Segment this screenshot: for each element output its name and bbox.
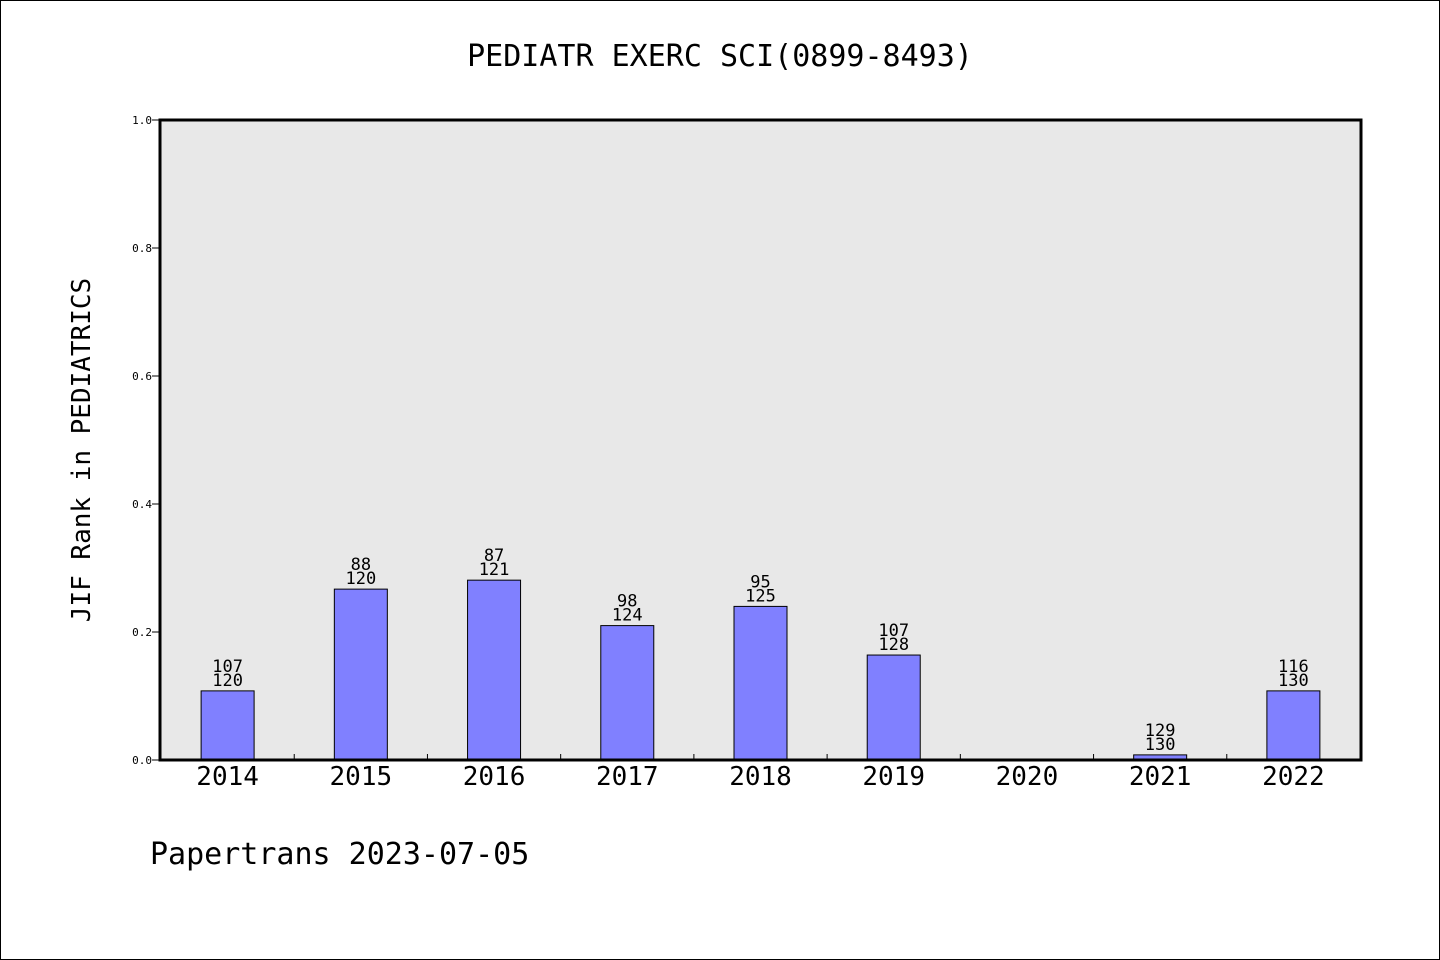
x-tick-labels: 2014 2015 2016 2017 2018 2019 2020 2021 2022: [196, 762, 1324, 792]
x-tick-label-2016: 2016: [463, 762, 526, 792]
bar-2018: [733, 605, 788, 761]
bar-label-total: 130: [1278, 671, 1309, 691]
x-tick-label-2018: 2018: [729, 762, 792, 792]
bars: [200, 579, 1321, 761]
bar-label-rank: 107: [878, 621, 909, 641]
bar-label-rank: 107: [212, 657, 243, 677]
x-tick-label-2022: 2022: [1262, 762, 1325, 792]
plot-border: [158, 118, 1363, 762]
bar-label-rank: 87: [484, 546, 504, 566]
bar-2017: [600, 625, 655, 761]
bar-label-total: 128: [878, 635, 909, 655]
y-axis-label: JIF Rank in PEDIATRICS: [67, 278, 97, 622]
y-tick-label: 0.8: [132, 242, 152, 255]
bar-label-total: 121: [479, 560, 510, 580]
bar-label-total: 124: [612, 606, 643, 626]
x-tick-label-2019: 2019: [862, 762, 925, 792]
x-tick-label-2014: 2014: [196, 762, 259, 792]
y-tick-label: 0.6: [132, 370, 152, 383]
bar-labels: 1071208812087121981249512510712812913011…: [212, 546, 1308, 755]
y-tick-label: 1.0: [132, 114, 152, 127]
bar-label-total: 130: [1145, 735, 1176, 755]
footer-credit: Papertrans 2023-07-05: [150, 837, 529, 872]
bar-label-total: 120: [345, 569, 376, 589]
bar-label-total: 125: [745, 586, 776, 606]
bar-label-rank: 116: [1278, 657, 1309, 677]
y-tick-label: 0.2: [132, 626, 152, 639]
bar-2022: [1266, 690, 1321, 761]
bar-2016: [467, 579, 522, 761]
bar-label-rank: 129: [1145, 721, 1176, 741]
y-tick-label: 0.4: [132, 498, 152, 511]
y-ticks: 0.0 0.2 0.4 0.6 0.8 1.0: [132, 114, 160, 767]
x-tick-label-2017: 2017: [596, 762, 659, 792]
x-tick-label-2021: 2021: [1129, 762, 1192, 792]
x-tick-label-2015: 2015: [330, 762, 393, 792]
bar-label-rank: 95: [750, 572, 770, 592]
bar-2015: [333, 588, 388, 761]
chart-title: PEDIATR EXERC SCI(0899-8493): [467, 39, 973, 74]
y-tick-label: 0.0: [132, 754, 152, 767]
bar-2014: [200, 690, 255, 761]
x-tick-label-2020: 2020: [996, 762, 1059, 792]
bar-2019: [866, 654, 921, 761]
bar-label-rank: 88: [351, 555, 371, 575]
bar-label-total: 120: [212, 671, 243, 691]
bar-label-rank: 98: [617, 592, 637, 612]
